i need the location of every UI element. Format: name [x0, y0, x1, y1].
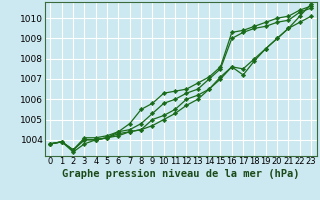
X-axis label: Graphe pression niveau de la mer (hPa): Graphe pression niveau de la mer (hPa) — [62, 169, 300, 179]
